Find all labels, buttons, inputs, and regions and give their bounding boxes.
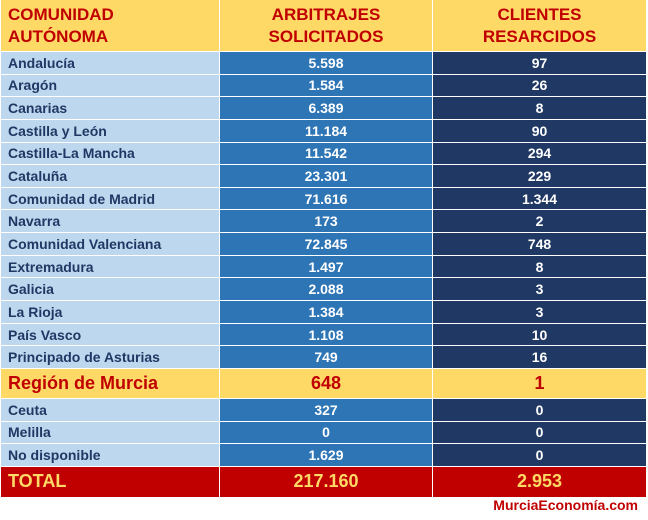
header-clientes: CLIENTES RESARCIDOS xyxy=(482,4,597,46)
region-cell: Andalucía xyxy=(1,52,220,74)
table-row: Melilla 0 0 xyxy=(1,421,646,445)
region-cell: Aragón xyxy=(1,74,220,97)
table-row: Castilla y León 11.184 90 xyxy=(1,119,646,143)
region-cell: Extremadura xyxy=(1,255,220,278)
arbitrajes-cell: 11.184 xyxy=(220,119,433,142)
region-cell: Castilla y León xyxy=(1,119,220,142)
table-row: No disponible 1.629 0 xyxy=(1,444,646,467)
region-cell: Comunidad de Madrid xyxy=(1,187,220,210)
table-row: Principado de Asturias 749 16 xyxy=(1,346,646,369)
table-header: COMUNIDAD AUTÓNOMA ARBITRAJES SOLICITADOS … xyxy=(1,0,646,52)
highlight-row: Región de Murcia 648 1 xyxy=(1,368,646,399)
total-label: TOTAL xyxy=(1,466,220,497)
table-row: Comunidad Valenciana 72.845 748 xyxy=(1,233,646,256)
region-cell: Principado de Asturias xyxy=(1,346,220,368)
clientes-cell: 10 xyxy=(433,323,646,346)
table-row: Galicia 2.088 3 xyxy=(1,278,646,302)
arbitrajes-cell: 327 xyxy=(220,398,433,421)
total-row: TOTAL 217.160 2.953 xyxy=(1,466,646,498)
table-row: Castilla-La Mancha 11.542 294 xyxy=(1,142,646,166)
arbitrajes-cell: 2.088 xyxy=(220,278,433,301)
table-row: Cataluña 23.301 229 xyxy=(1,165,646,188)
clientes-cell: 2 xyxy=(433,210,646,233)
region-cell: Galicia xyxy=(1,278,220,301)
region-cell: Castilla-La Mancha xyxy=(1,142,220,165)
table-row: Canarias 6.389 8 xyxy=(1,97,646,120)
data-table: COMUNIDAD AUTÓNOMA ARBITRAJES SOLICITADOS … xyxy=(1,0,646,498)
arbitrajes-cell: 23.301 xyxy=(220,165,433,187)
clientes-cell: 748 xyxy=(433,233,646,255)
clientes-cell: 8 xyxy=(433,97,646,119)
region-cell: Navarra xyxy=(1,210,220,233)
region-cell: Melilla xyxy=(1,421,220,444)
header-region: COMUNIDAD AUTÓNOMA xyxy=(1,0,220,51)
clientes-cell: 26 xyxy=(433,74,646,97)
clientes-cell: 1.344 xyxy=(433,187,646,210)
clientes-cell: 90 xyxy=(433,119,646,142)
clientes-cell: 3 xyxy=(433,301,646,323)
clientes-cell: 0 xyxy=(433,421,646,444)
region-cell: La Rioja xyxy=(1,301,220,323)
clientes-cell: 0 xyxy=(433,398,646,421)
region-cell: País Vasco xyxy=(1,323,220,346)
clientes-cell: 97 xyxy=(433,52,646,74)
table-row: Aragón 1.584 26 xyxy=(1,74,646,98)
table-row: La Rioja 1.384 3 xyxy=(1,301,646,324)
arbitrajes-cell: 6.389 xyxy=(220,97,433,119)
total-clientes: 2.953 xyxy=(433,466,646,497)
source-footer: MurciaEconomía.com xyxy=(493,497,638,513)
arbitrajes-cell: 71.616 xyxy=(220,187,433,210)
arbitrajes-cell: 1.497 xyxy=(220,255,433,278)
region-cell: Comunidad Valenciana xyxy=(1,233,220,255)
clientes-cell: 294 xyxy=(433,142,646,165)
table-row: Ceuta 327 0 xyxy=(1,398,646,422)
total-arbitrajes: 217.160 xyxy=(220,466,433,497)
region-cell: Cataluña xyxy=(1,165,220,187)
arbitrajes-cell: 0 xyxy=(220,421,433,444)
region-cell: No disponible xyxy=(1,444,220,466)
region-cell: Región de Murcia xyxy=(1,368,220,398)
arbitrajes-cell: 173 xyxy=(220,210,433,233)
arbitrajes-cell: 1.629 xyxy=(220,444,433,466)
region-cell: Canarias xyxy=(1,97,220,119)
table-row: Comunidad de Madrid 71.616 1.344 xyxy=(1,187,646,211)
table-row: País Vasco 1.108 10 xyxy=(1,323,646,347)
table-row: Andalucía 5.598 97 xyxy=(1,52,646,75)
arbitrajes-cell: 1.584 xyxy=(220,74,433,97)
arbitrajes-cell: 648 xyxy=(220,368,433,398)
arbitrajes-cell: 72.845 xyxy=(220,233,433,255)
table-row: Extremadura 1.497 8 xyxy=(1,255,646,279)
arbitrajes-cell: 1.108 xyxy=(220,323,433,346)
region-cell: Ceuta xyxy=(1,398,220,421)
table-row: Navarra 173 2 xyxy=(1,210,646,234)
arbitrajes-cell: 749 xyxy=(220,346,433,368)
arbitrajes-cell: 11.542 xyxy=(220,142,433,165)
clientes-cell: 1 xyxy=(433,368,646,398)
header-arbitrajes: ARBITRAJES SOLICITADOS xyxy=(220,0,433,51)
clientes-cell: 0 xyxy=(433,444,646,466)
clientes-cell: 16 xyxy=(433,346,646,368)
arbitrajes-cell: 5.598 xyxy=(220,52,433,74)
clientes-cell: 3 xyxy=(433,278,646,301)
arbitrajes-cell: 1.384 xyxy=(220,301,433,323)
clientes-cell: 8 xyxy=(433,255,646,278)
clientes-cell: 229 xyxy=(433,165,646,187)
